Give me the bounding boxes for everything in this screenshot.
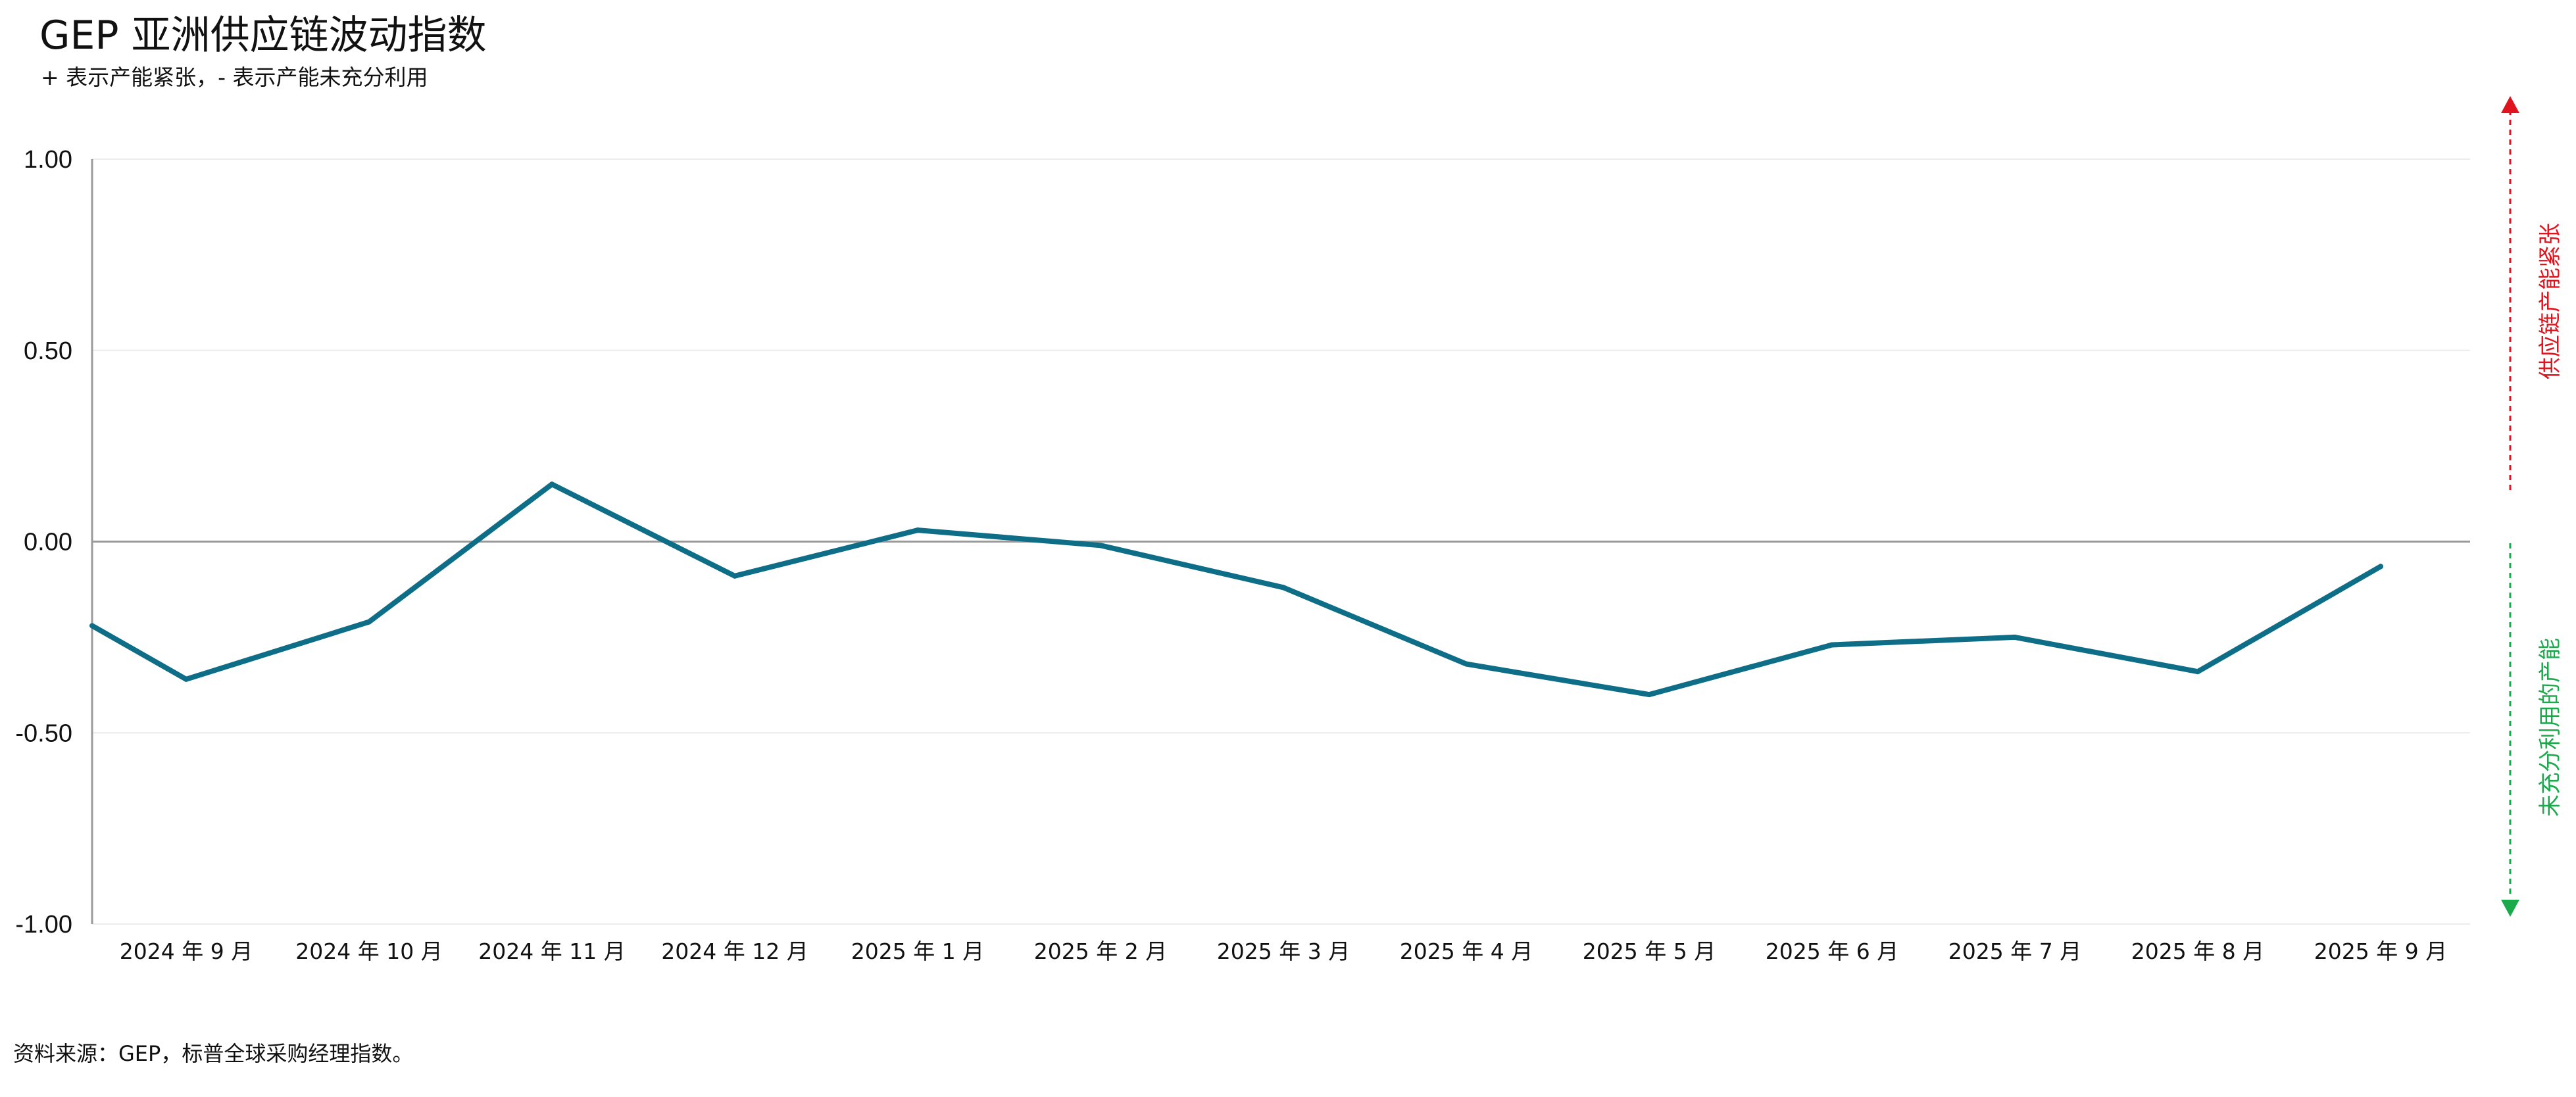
x-tick-label: 2025 年 4 月 [1400,939,1533,964]
x-tick-label: 2024 年 12 月 [661,939,808,964]
data-point [549,481,555,487]
y-tick-label: 0.00 [24,529,72,556]
capacity-tight-label: 供应链产能紧张 [2537,223,2564,379]
data-point [915,527,920,533]
upper-arrow-head [2501,96,2519,113]
data-point [1647,692,1652,698]
x-tick-label: 2025 年 1 月 [851,939,984,964]
y-tick-label: 1.00 [24,146,72,174]
underutilized-capacity-label: 未充分利用的产能 [2537,638,2564,817]
x-tick-labels: 2024 年 9 月 2024 年 10 月 2024 年 11 月 2024 年 1… [120,939,2447,964]
data-point [1281,585,1286,591]
data-point [2195,669,2200,675]
x-tick-label: 2025 年 6 月 [1766,939,1898,964]
y-tick-label: -1.00 [15,911,72,939]
x-tick-label: 2024 年 9 月 [120,939,253,964]
axes [91,159,2470,924]
x-tick-label: 2024 年 10 月 [295,939,442,964]
data-point [366,619,372,625]
lower-arrow-head [2501,900,2519,917]
data-point [1829,642,1835,648]
x-tick-label: 2024 年 11 月 [478,939,625,964]
y-tick-label: 0.50 [24,337,72,365]
data-point [732,573,737,579]
data-point [2012,634,2018,640]
data-point [1098,543,1103,548]
series-layer [89,481,2383,698]
side-annotations: 供应链产能紧张 未充分利用的产能 [2501,96,2564,917]
gridlines [92,158,2470,925]
chart-subtitle: + 表示产能紧张，- 表示产能未充分利用 [41,64,428,90]
x-tick-label: 2025 年 8 月 [2131,939,2264,964]
source-note: 资料来源：GEP，标普全球采购经理指数。 [13,1041,414,1066]
x-tick-label: 2025 年 3 月 [1217,939,1350,964]
x-tick-label: 2025 年 5 月 [1583,939,1716,964]
series-line [89,481,2383,698]
x-tick-label: 2025 年 7 月 [1948,939,2081,964]
y-tick-labels: 1.00 0.50 0.00 -0.50 -1.00 [15,146,72,939]
x-tick-label: 2025 年 9 月 [2314,939,2447,964]
x-tick-label: 2025 年 2 月 [1034,939,1167,964]
chart-title: GEP 亚洲供应链波动指数 [39,12,487,59]
data-point [1464,661,1469,667]
y-tick-label: -0.50 [15,719,72,747]
data-point [2378,564,2383,570]
data-point [184,676,189,682]
